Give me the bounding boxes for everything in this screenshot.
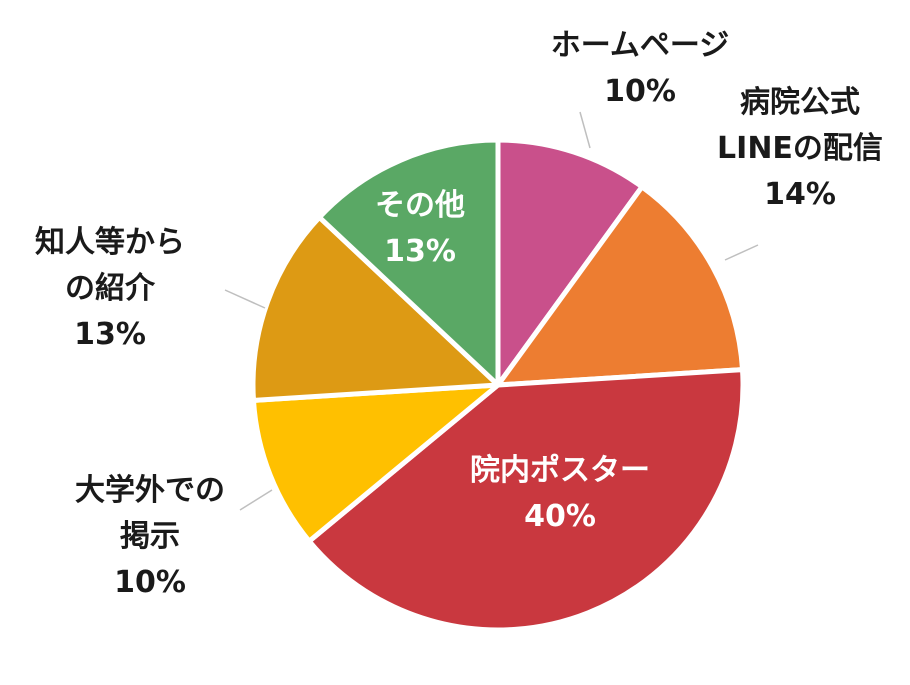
slice-label: その他 13% [375,188,465,269]
slice-category-label: 病院公式 [740,85,860,120]
pie-slice [250,382,501,544]
slice-percent-label: 13% [384,234,456,269]
slice-category-label: 知人等から [35,225,185,260]
slice-label: 院内ポスター 40% [470,453,650,534]
slice-category-label: その他 [375,188,465,223]
leader-lines [224,111,759,511]
slice-percent-label: 10% [604,74,676,109]
pie-slice [316,137,501,388]
leader-line [724,244,759,261]
slice-percent-label: 40% [524,499,596,534]
slice-percent-label: 10% [114,565,186,600]
slice-category-label: 掲示 [120,519,180,554]
pie-slice [250,214,501,403]
pie-slice [495,137,645,388]
slice-percent-label: 14% [764,177,836,212]
leader-line [224,289,266,309]
slice-category-label: 院内ポスター [470,453,650,488]
slice-percent-label: 13% [74,317,146,352]
slice-category-label: ホームページ [551,28,730,63]
slice-label: 知人等からの紹介 13% [35,225,185,352]
slice-category-label: LINEの配信 [717,131,883,166]
slice-label: 大学外での掲示 10% [75,473,225,600]
pie-slice [495,184,746,388]
pie-slice [306,367,746,633]
slice-category-label: 大学外での [75,473,225,508]
slice-label: 病院公式 LINEの配信 14% [717,85,883,212]
leader-line [239,489,273,511]
leader-line [579,111,591,149]
slice-labels: ホームページ 10% 病院公式 LINEの配信 14% 院内ポスター 40% 大学外での掲示 1… [35,28,883,600]
pie-slices [250,137,746,633]
slice-category-label: の紹介 [65,271,156,306]
slice-label: ホームページ 10% [551,28,730,109]
